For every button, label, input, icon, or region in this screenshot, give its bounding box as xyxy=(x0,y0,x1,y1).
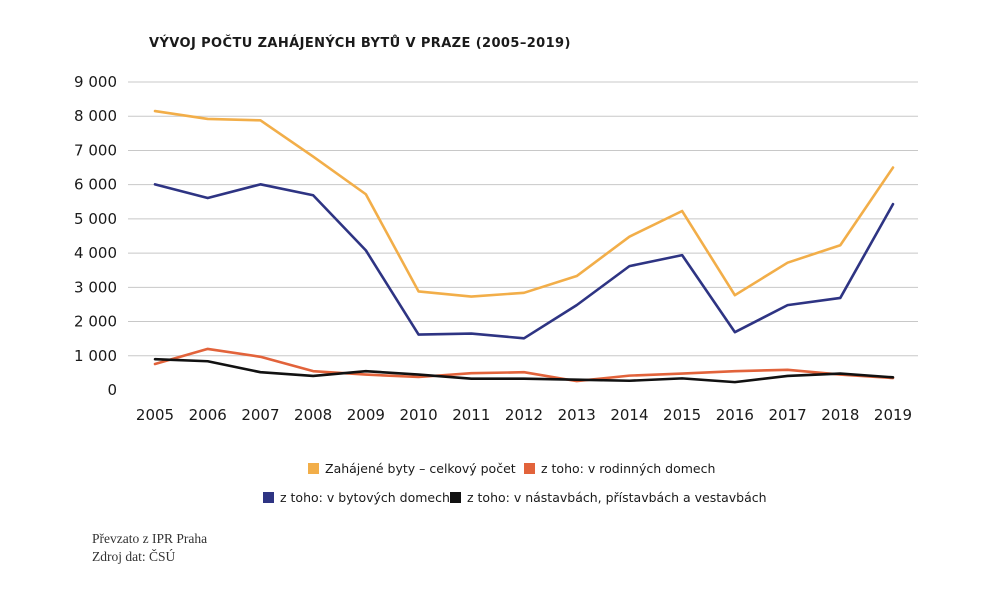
legend-label-total: Zahájené byty – celkový počet xyxy=(325,461,516,476)
y-tick-label: 8 000 xyxy=(74,107,117,125)
x-tick-label: 2013 xyxy=(558,406,596,424)
x-tick-label: 2009 xyxy=(347,406,385,424)
series-line-family-houses xyxy=(153,347,895,383)
x-tick-label: 2011 xyxy=(452,406,490,424)
legend-label-extensions: z toho: v nástavbách, přístavbách a vest… xyxy=(467,490,767,505)
y-tick-label: 6 000 xyxy=(74,176,117,194)
y-tick-label: 4 000 xyxy=(74,244,117,262)
y-tick-label: 5 000 xyxy=(74,210,117,228)
legend-swatch-total xyxy=(308,463,319,474)
y-tick-label: 3 000 xyxy=(74,278,117,296)
grid-lines xyxy=(128,81,918,357)
series-line-apartment-buildings xyxy=(153,183,895,340)
x-tick-label: 2007 xyxy=(241,406,279,424)
x-tick-label: 2008 xyxy=(294,406,332,424)
series-line-total xyxy=(153,109,895,298)
x-tick-label: 2019 xyxy=(874,406,912,424)
credit-source-ipr: Převzato z IPR Praha xyxy=(92,531,208,546)
y-tick-label: 7 000 xyxy=(74,141,117,159)
legend-item-family-houses: z toho: v rodinných domech xyxy=(524,461,715,476)
legend-swatch-family-houses xyxy=(524,463,535,474)
legend-item-extensions: z toho: v nástavbách, přístavbách a vest… xyxy=(450,490,767,505)
x-axis-tick-labels: 2005 2006 2007 2008 2009 2010 2011 2012 2013 2014… xyxy=(136,406,912,424)
x-tick-label: 2016 xyxy=(716,406,754,424)
x-tick-label: 2012 xyxy=(505,406,543,424)
y-tick-label: 1 000 xyxy=(74,347,117,365)
y-tick-label: 9 000 xyxy=(74,73,117,91)
x-tick-label: 2005 xyxy=(136,406,174,424)
legend-label-apartment-buildings: z toho: v bytových domech xyxy=(280,490,450,505)
y-tick-label: 2 000 xyxy=(74,313,117,331)
x-tick-label: 2006 xyxy=(189,406,227,424)
legend-label-family-houses: z toho: v rodinných domech xyxy=(541,461,716,476)
series-line-extensions xyxy=(153,357,895,384)
x-tick-label: 2010 xyxy=(399,406,437,424)
series-lines xyxy=(153,109,895,384)
legend-item-apartment-buildings: z toho: v bytových domech xyxy=(263,490,450,505)
y-axis-tick-labels: 0 1 000 2 000 3 000 4 000 5 000 6 000 7 000 8 00… xyxy=(74,73,117,399)
credit-data-source: Zdroj dat: ČSÚ xyxy=(92,549,176,564)
y-tick-label: 0 xyxy=(107,381,117,399)
legend-swatch-extensions xyxy=(450,492,461,503)
chart-title: VÝVOJ POČTU ZAHÁJENÝCH BYTŮ V PRAZE (200… xyxy=(149,36,571,51)
legend-swatch-apartment-buildings xyxy=(263,492,274,503)
x-tick-label: 2015 xyxy=(663,406,701,424)
x-tick-label: 2014 xyxy=(610,406,648,424)
x-tick-label: 2018 xyxy=(821,406,859,424)
x-tick-label: 2017 xyxy=(768,406,806,424)
legend-item-total: Zahájené byty – celkový počet xyxy=(308,461,516,476)
